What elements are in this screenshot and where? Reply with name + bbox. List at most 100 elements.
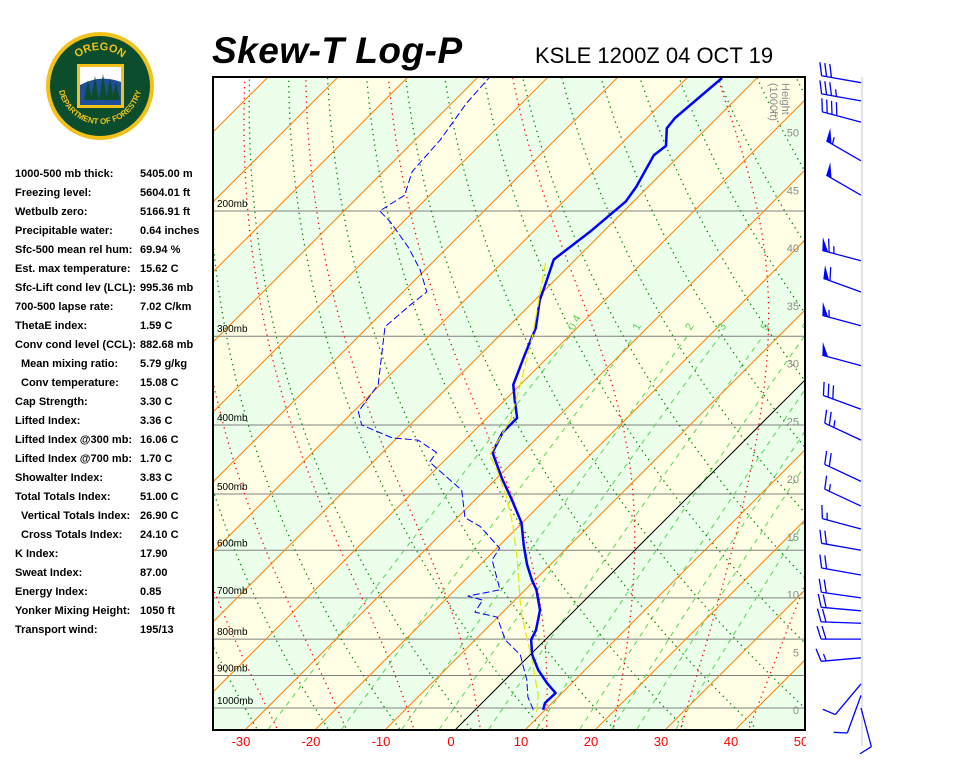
- wind-barb-staff: [824, 463, 862, 482]
- oregon-forestry-logo: OREGON DEPARTMENT OF FORESTRY: [46, 32, 154, 140]
- dry-adiabat-line: [287, 77, 545, 730]
- wind-barb-half-feather: [833, 420, 836, 428]
- stat-label: Cap Strength:: [15, 396, 88, 408]
- dry-adiabat-line: [76, 53, 190, 737]
- isotherm-line: [384, 309, 805, 730]
- wind-barb-feather: [818, 578, 823, 593]
- stat-value: 195/13: [140, 624, 174, 636]
- plot-frame: [212, 76, 806, 731]
- wind-barb-feather: [821, 625, 827, 640]
- wind-barb-pennant: [822, 237, 829, 253]
- page-title: Skew-T Log-P: [212, 30, 463, 71]
- wind-barb-feather: [816, 625, 822, 640]
- height-tick-label: 5: [793, 647, 799, 659]
- wind-barb-half-feather: [831, 137, 835, 145]
- stat-row: K Index: 17.90: [15, 548, 215, 567]
- stat-value: 3.30 C: [140, 396, 173, 408]
- stat-label: Freezing level:: [15, 187, 92, 199]
- x-tick-label: -10: [372, 734, 391, 749]
- wind-barb-pennant: [822, 341, 829, 357]
- isotherm-line: [213, 77, 339, 203]
- x-tick-label: 10: [514, 734, 528, 749]
- zero-isotherm-line: [454, 379, 805, 730]
- stat-label: Mean mixing ratio:: [21, 358, 119, 370]
- pressure-label: 1000mb: [217, 696, 254, 707]
- wind-barb-pennant: [826, 128, 832, 144]
- isotherm-line: [213, 77, 619, 483]
- stat-value: 5604.01 ft: [140, 187, 191, 199]
- height-tick-label: 25: [787, 416, 799, 428]
- stat-label: Cross Totals Index:: [21, 529, 123, 541]
- stat-value: 5.79 g/kg: [140, 358, 188, 370]
- stat-value: 26.90 C: [140, 510, 179, 522]
- logo-text-top: OREGON: [72, 41, 127, 61]
- x-tick-label: 50: [794, 734, 808, 749]
- stat-value: 995.36 mb: [140, 282, 194, 294]
- stat-value: 5405.00 m: [140, 168, 193, 180]
- wind-barb-pennant: [826, 162, 832, 179]
- wind-barb: [826, 128, 862, 162]
- mixing-ratio-line: [400, 335, 688, 730]
- dry-adiabat-line: [213, 235, 402, 730]
- wind-barb-staff: [823, 394, 862, 410]
- mixing-ratio-label: 1: [630, 321, 643, 332]
- dry-adiabat-line: [326, 77, 616, 730]
- wind-barb-feather: [824, 555, 828, 569]
- stat-row: Energy Index: 0.85: [15, 586, 215, 605]
- wind-barb: [822, 683, 862, 716]
- stat-value: 1050 ft: [140, 605, 175, 617]
- dry-adiabat-line: [823, 53, 960, 737]
- pressure-label: 400mb: [217, 413, 248, 424]
- dry-adiabat-line: [795, 77, 805, 97]
- dewpoint-profile-line: [357, 77, 534, 710]
- stat-value: 7.02 C/km: [140, 301, 192, 313]
- stat-label: Energy Index:: [15, 586, 88, 598]
- stat-value: 0.85: [140, 586, 162, 598]
- height-tick-label: 50: [787, 128, 799, 140]
- wind-barb-feather: [832, 385, 835, 399]
- stat-label: 1000-500 mb thick:: [15, 168, 114, 180]
- wind-barb-feather: [824, 475, 828, 490]
- wind-barb-feather: [823, 579, 827, 594]
- stat-label: Wetbulb zero:: [15, 206, 88, 218]
- wind-barb-staff: [821, 93, 862, 102]
- wind-barb-feather: [822, 381, 825, 396]
- wind-barb-feather: [829, 267, 832, 281]
- stat-label: Lifted Index @300 mb:: [15, 434, 133, 446]
- x-axis: -30 -20 -10 0 10 20 30 40 50: [232, 734, 808, 749]
- wind-barb-staff: [821, 75, 862, 84]
- wind-barb-feather: [824, 409, 828, 424]
- stat-row: 1000-500 mb thick: 5405.00 m: [15, 168, 215, 187]
- wind-barb-feather: [817, 593, 822, 608]
- height-tick-label: 30: [787, 359, 799, 371]
- stat-label: Sfc-Lift cond lev (LCL):: [15, 282, 136, 294]
- isotherm-line: [213, 77, 549, 413]
- wind-barb: [818, 578, 862, 599]
- wind-barb-feather: [824, 450, 828, 465]
- isotherm-line: [524, 449, 805, 730]
- wind-barb: [823, 265, 862, 293]
- plot-area: 1000mb 900mb 800mb 700mb 600mb 500mb 400mb 300m…: [76, 53, 960, 737]
- wind-barb: [819, 554, 862, 576]
- wind-barb: [819, 529, 862, 551]
- stat-row: Lifted Index: 3.36 C: [15, 415, 215, 434]
- wind-barb-half-feather: [834, 89, 838, 97]
- wind-barb-staff: [822, 111, 862, 123]
- isotherm-line: [213, 77, 759, 623]
- stat-label: Yonker Mixing Height:: [15, 605, 131, 617]
- wind-barb-staff: [824, 488, 862, 507]
- height-tick-label: 0: [793, 705, 799, 717]
- height-axis-label: Height(1000ft): [767, 83, 791, 121]
- x-tick-label: 20: [584, 734, 598, 749]
- height-tick-label: 10: [787, 590, 799, 602]
- wind-barb-staff: [822, 354, 862, 367]
- stat-value: 1.59 C: [140, 320, 173, 332]
- mixing-ratio-label: 3: [716, 321, 729, 332]
- wind-barb-feather: [827, 383, 830, 398]
- wind-barb-feather: [819, 554, 823, 569]
- wind-barb-feather: [815, 648, 822, 662]
- stat-label: Sfc-500 mean rel hum:: [15, 244, 133, 256]
- x-tick-label: 0: [447, 734, 454, 749]
- stat-row: Lifted Index @700 mb: 1.70 C: [15, 453, 215, 472]
- stat-label: 700-500 lapse rate:: [15, 301, 114, 313]
